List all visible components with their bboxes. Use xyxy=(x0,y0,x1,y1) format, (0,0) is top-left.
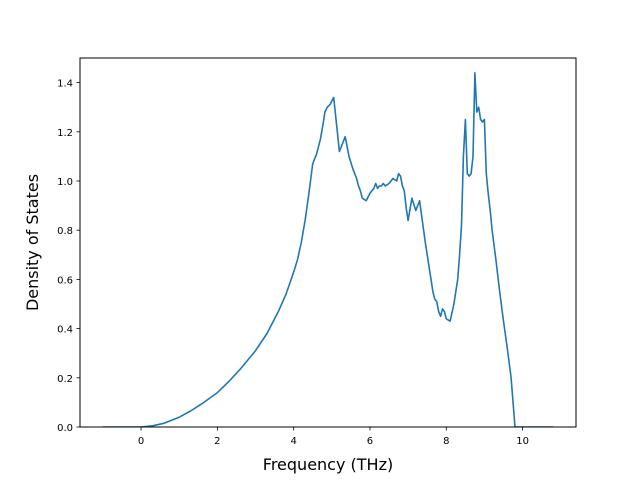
x-tick-label: 4 xyxy=(290,436,296,447)
y-tick-label: 0.4 xyxy=(57,325,73,336)
x-tick-label: 10 xyxy=(516,436,529,447)
y-axis-label: Density of States xyxy=(23,174,42,311)
y-tick-label: 0.8 xyxy=(57,226,73,237)
y-tick-label: 0.0 xyxy=(57,423,73,434)
dos-series-line xyxy=(102,72,554,427)
y-tick-label: 1.0 xyxy=(57,177,73,188)
x-axis-ticks: 0 2 4 6 8 10 xyxy=(138,427,529,447)
y-tick-label: 0.2 xyxy=(57,374,73,385)
x-tick-label: 8 xyxy=(443,436,449,447)
plot-area xyxy=(102,72,554,427)
x-axis-label: Frequency (THz) xyxy=(263,455,393,474)
y-axis-ticks: 0.0 0.2 0.4 0.6 0.8 1.0 1.2 1.4 xyxy=(57,79,80,434)
axes-frame xyxy=(79,57,577,428)
y-tick-label: 0.6 xyxy=(57,275,73,286)
x-tick-label: 2 xyxy=(214,436,220,447)
y-tick-label: 1.2 xyxy=(57,128,73,139)
x-tick-label: 0 xyxy=(138,436,144,447)
x-tick-label: 6 xyxy=(367,436,373,447)
y-tick-label: 1.4 xyxy=(57,79,73,90)
